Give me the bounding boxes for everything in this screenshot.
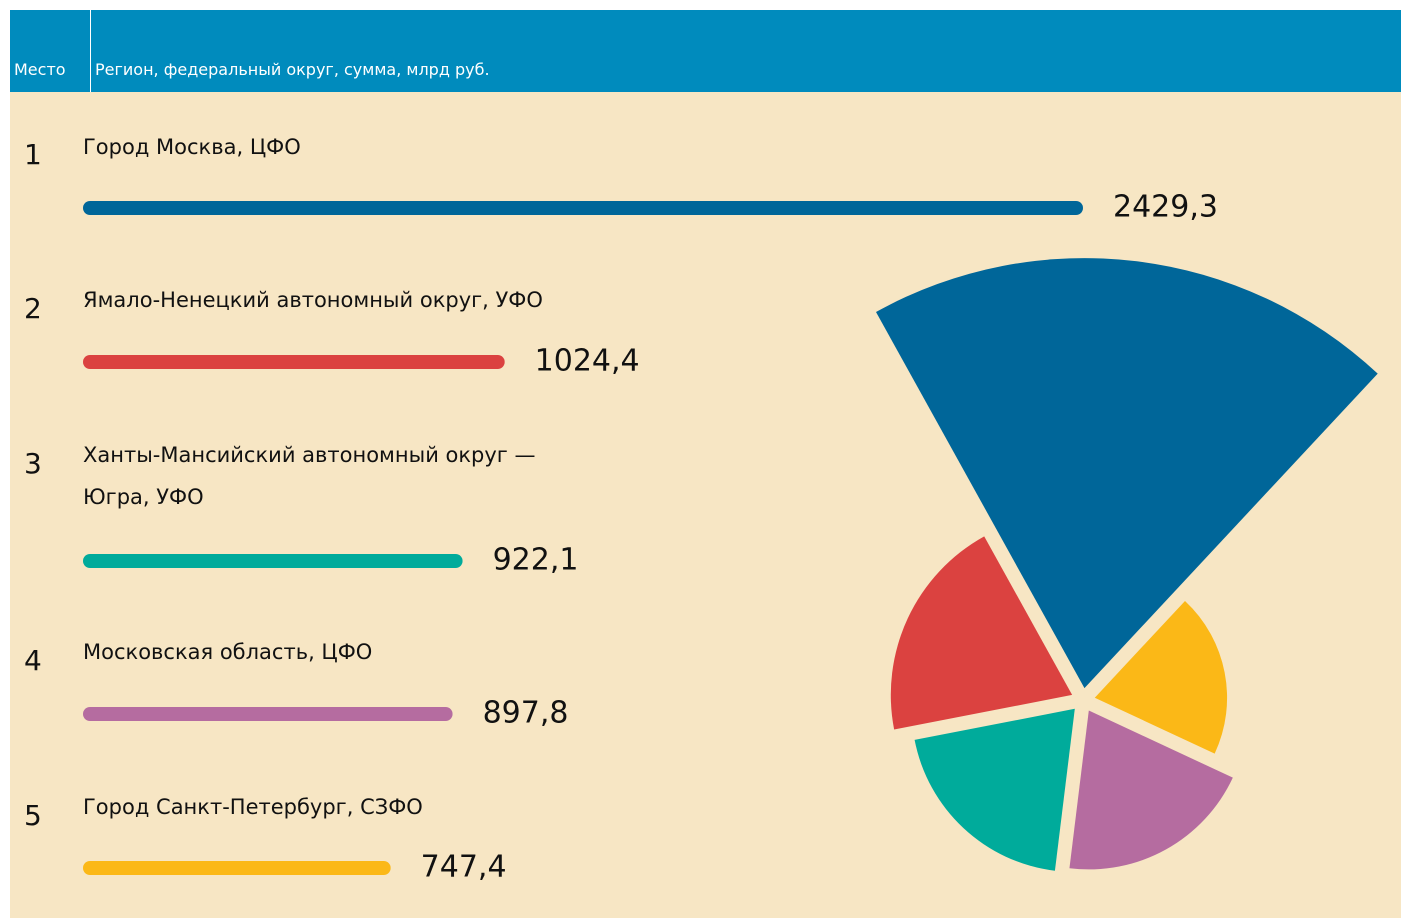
divider — [90, 10, 91, 92]
bar — [83, 355, 505, 369]
value-label: 1024,4 — [535, 344, 640, 379]
bar — [83, 201, 1083, 215]
rank: 5 — [24, 799, 42, 832]
pie-slice — [875, 258, 1378, 689]
region-label: Город Санкт-Петербург, СЗФО — [83, 795, 423, 819]
bar — [83, 861, 391, 875]
rank: 3 — [24, 447, 42, 480]
pie-slice — [1069, 710, 1233, 870]
rank: 2 — [24, 292, 42, 325]
column-header: Место — [14, 60, 66, 79]
region-label: Ямало-Ненецкий автономный округ, УФО — [83, 288, 543, 312]
pie-slice — [914, 708, 1075, 871]
value-label: 747,4 — [421, 850, 507, 885]
value-label: 2429,3 — [1113, 190, 1218, 225]
header: Место Регион, федеральный округ, сумма, … — [10, 10, 1401, 92]
region-label: Ханты-Мансийский автономный округ — Югра… — [83, 443, 536, 509]
infographic: Место Регион, федеральный округ, сумма, … — [10, 10, 1401, 918]
region-label: Город Москва, ЦФО — [83, 135, 301, 159]
pie-slice — [890, 536, 1073, 730]
column-header: Регион, федеральный округ, сумма, млрд р… — [95, 60, 490, 79]
value-label: 922,1 — [493, 543, 579, 578]
bar — [83, 707, 453, 721]
rank: 4 — [24, 644, 42, 677]
region-label: Московская область, ЦФО — [83, 640, 373, 664]
value-label: 897,8 — [483, 696, 569, 731]
rank: 1 — [24, 138, 42, 171]
pie-slice — [1094, 600, 1228, 754]
chart: 2429,3 1024,4 922,1 897,8 747,4 — [83, 190, 1378, 885]
bar — [83, 554, 463, 568]
